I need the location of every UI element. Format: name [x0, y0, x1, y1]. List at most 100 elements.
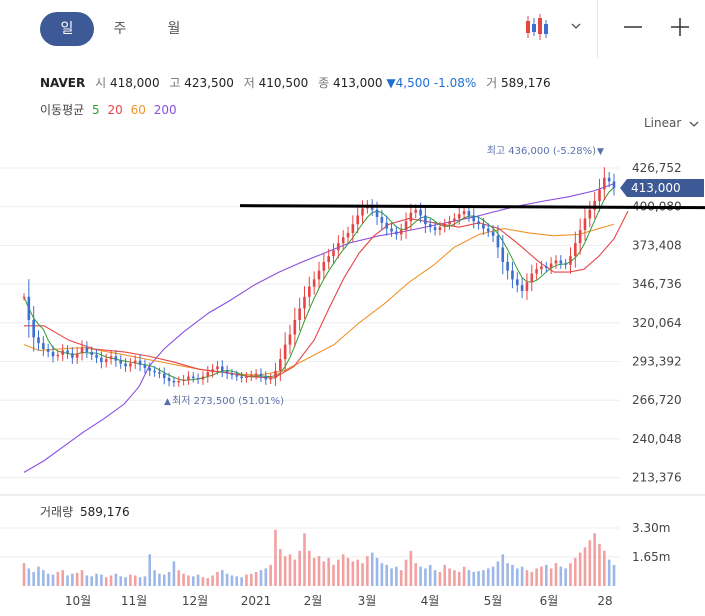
volume-bar — [249, 573, 253, 586]
candle-body — [206, 372, 210, 377]
candle-body — [540, 266, 543, 270]
ma-line-20 — [24, 210, 629, 379]
plus-icon — [671, 18, 689, 36]
volume-bar — [603, 550, 606, 586]
candle-body — [27, 296, 31, 320]
scale-selector[interactable]: Linear — [644, 116, 700, 130]
volume-bar — [245, 574, 248, 586]
volume-bar — [443, 564, 447, 586]
volume-bar — [496, 561, 500, 586]
candle-body — [153, 370, 156, 373]
volume-axis: 3.30m 1.65m — [632, 521, 670, 564]
volume-bar — [409, 550, 413, 586]
chart-type-dropdown[interactable] — [520, 10, 588, 44]
candle-body — [201, 376, 205, 380]
tab-weekly[interactable]: 주 — [93, 12, 147, 46]
candle-body — [303, 296, 306, 309]
price-tick-label: 213,376 — [632, 471, 682, 485]
volume-bar — [482, 570, 485, 586]
candle-body — [220, 366, 224, 371]
candle-body — [424, 215, 427, 225]
volume-bar — [525, 570, 529, 586]
volume-bar — [419, 566, 422, 586]
volume-bar — [196, 574, 200, 586]
volume-bar — [182, 573, 185, 586]
zoom-in-button[interactable] — [665, 12, 695, 42]
candle-body — [32, 319, 35, 338]
max-annotation-text: 최고 436,000 (-5.28%) — [487, 145, 596, 157]
candle-body — [559, 260, 563, 264]
volume-bar — [467, 570, 471, 586]
volume-title-label: 거래량 — [40, 505, 73, 519]
ma-line-5 — [23, 187, 615, 381]
volume-bar — [588, 540, 592, 586]
candle-body — [71, 353, 74, 358]
volume-bar — [133, 575, 137, 586]
volume-bar — [153, 570, 156, 586]
volume-title-value: 589,176 — [80, 505, 130, 519]
candle-body — [530, 273, 534, 283]
volume-bar — [520, 566, 524, 586]
time-tick-label: 11월 — [121, 594, 147, 608]
ma-legend-label: 이동평균 — [40, 103, 85, 117]
current-price-label: 413,000 — [631, 181, 681, 195]
candle-body — [433, 227, 437, 231]
volume-bar — [308, 550, 311, 586]
volume-bar — [404, 559, 408, 586]
volume-bar — [109, 575, 113, 586]
candle-body — [428, 224, 432, 228]
time-tick-label: 12월 — [182, 594, 208, 608]
high-label: 고 — [169, 76, 181, 90]
volume-bar — [428, 564, 432, 586]
candle-body — [544, 266, 548, 268]
candle-body — [274, 370, 277, 379]
candle-body — [259, 373, 263, 377]
candle-body — [554, 260, 558, 264]
volume-bar — [172, 561, 176, 586]
volume-bar — [554, 563, 558, 586]
zoom-out-button[interactable] — [618, 12, 648, 42]
candle-body — [356, 215, 359, 225]
candle-body — [414, 209, 418, 213]
candle-body — [486, 228, 490, 232]
moving-average-legend: 이동평균 5 20 60 200 — [40, 101, 181, 118]
tab-daily[interactable]: 일 — [40, 12, 94, 46]
minus-icon — [624, 26, 642, 28]
candle-body — [114, 356, 118, 361]
candle-body — [133, 360, 137, 364]
candle-body — [496, 235, 500, 248]
candle-body — [124, 363, 127, 367]
volume-bar — [395, 566, 398, 586]
volume-bar — [66, 575, 69, 586]
volume-bar — [351, 561, 355, 586]
volume-bar — [574, 557, 577, 586]
grid-lines — [0, 167, 620, 479]
volume-bar — [42, 570, 45, 586]
volume-bar — [332, 564, 335, 586]
candle-body — [477, 221, 480, 225]
volume-bar — [298, 550, 301, 586]
volume-bar — [100, 574, 103, 586]
candle-body — [578, 230, 582, 244]
candle-body — [332, 250, 335, 257]
candle-body — [288, 334, 292, 345]
candle-body — [245, 376, 248, 379]
volume-bar — [220, 570, 224, 586]
volume-bar — [240, 577, 243, 586]
volume-bar — [167, 571, 171, 586]
volume-bar — [462, 566, 466, 586]
time-tick-label: 10월 — [65, 594, 91, 608]
candle-body — [404, 221, 408, 231]
candle-body — [104, 359, 108, 363]
volume-title: 거래량 589,176 — [40, 505, 130, 519]
ma-line-60 — [23, 223, 615, 376]
volume-bar — [225, 573, 229, 586]
max-marker-icon: ▼ — [597, 147, 604, 157]
candle-body — [90, 351, 94, 355]
price-tick-label: 346,736 — [632, 277, 682, 291]
tab-monthly[interactable]: 월 — [147, 12, 201, 46]
candle-body — [56, 354, 60, 357]
volume-tick-label: 1.65m — [632, 550, 670, 564]
candle-body — [588, 209, 592, 219]
